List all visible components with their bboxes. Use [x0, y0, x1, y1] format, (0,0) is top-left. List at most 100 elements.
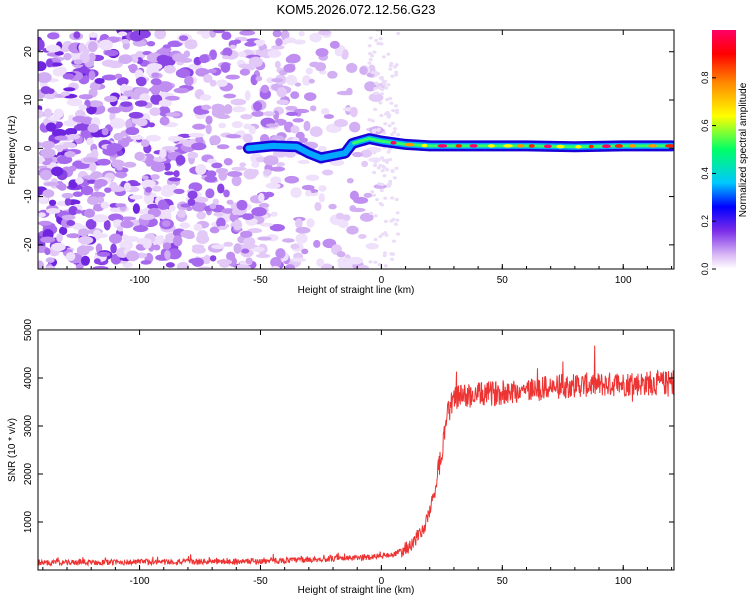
spectrogram-cell — [101, 127, 109, 136]
spectrogram-cell — [115, 203, 127, 208]
spectrogram-cell — [165, 95, 180, 101]
spectrogram-cell — [368, 260, 373, 264]
spectrogram-cell — [295, 233, 308, 244]
spectrogram-cell — [193, 223, 203, 231]
spectrogram-cell — [212, 30, 226, 34]
spectrogram-cell — [139, 213, 155, 221]
spectrogram-cell — [143, 193, 154, 205]
spectrogram-cell — [57, 155, 73, 165]
spectrogram-x-axis: -100 -50 0 50 100 — [42, 30, 673, 286]
spectrogram-cell — [390, 196, 395, 200]
signal-hotspot — [404, 142, 415, 147]
spectrogram-cell — [223, 93, 237, 99]
snr-xtick-label: 0 — [379, 576, 385, 587]
spectrogram-cell — [285, 105, 298, 111]
signal-hotspot — [487, 144, 496, 148]
spectrogram-ytick-label: -10 — [23, 189, 34, 204]
spectrogram-cell — [229, 44, 237, 50]
spectrogram-ylabel: Frequency (Hz) — [7, 116, 18, 185]
spectrogram-cell — [88, 41, 98, 53]
snr-xtick-label: -100 — [130, 576, 150, 587]
spectrogram-cell — [56, 146, 64, 153]
spectrogram-cell — [120, 85, 134, 91]
spectrogram-cell — [209, 135, 221, 146]
spectrogram-cell — [379, 114, 384, 118]
spectrogram-cell — [82, 175, 99, 180]
spectrogram-cell — [66, 220, 76, 226]
spectrogram-cell — [352, 151, 364, 158]
spectrogram-cell — [374, 81, 379, 85]
spectrogram-cell — [145, 134, 161, 142]
spectrogram-cell — [128, 63, 138, 74]
spectrogram-cell — [255, 75, 263, 82]
signal-hotspot — [614, 144, 624, 148]
spectrogram-cell — [380, 182, 385, 187]
spectrogram-cell — [66, 98, 83, 107]
spectrogram-cell — [159, 116, 170, 126]
spectrogram-cell — [72, 191, 83, 197]
spectrogram-cell — [367, 44, 372, 48]
spectrogram-cell — [176, 261, 190, 269]
spectrogram-cell — [156, 54, 171, 64]
spectrogram-cell — [394, 63, 399, 67]
spectrogram-cell — [329, 159, 345, 166]
spectrogram-cell — [231, 166, 247, 171]
spectrogram-cell — [211, 244, 226, 250]
spectrogram-cell — [250, 74, 258, 86]
spectrogram-cell — [109, 117, 126, 129]
spectrogram-cell — [363, 192, 373, 198]
spectrogram-cell — [216, 259, 232, 265]
spectrogram-cell — [379, 203, 384, 207]
spectrogram-cell — [66, 233, 81, 239]
spectrogram-cell — [109, 186, 126, 193]
spectrogram-cell — [209, 226, 220, 234]
spectrogram-cell — [45, 257, 55, 263]
colorbar-gradient — [712, 30, 736, 269]
spectrogram-cell — [150, 84, 161, 96]
spectrogram-cell — [298, 30, 305, 37]
spectrogram-cell — [122, 262, 133, 268]
spectrogram-cell — [226, 251, 236, 261]
spectrogram-cell — [68, 179, 78, 189]
spectrogram-cell — [251, 161, 260, 168]
spectrogram-cell — [386, 83, 391, 87]
spectrogram-cell — [114, 73, 123, 79]
spectrogram-cell — [116, 150, 124, 157]
spectrogram-cell — [361, 160, 369, 168]
spectrogram-cell — [75, 177, 84, 185]
spectrogram-cell — [209, 79, 217, 87]
spectrogram-cell — [38, 142, 43, 148]
spectrogram-cell — [78, 42, 86, 53]
spectrogram-cell — [240, 113, 253, 120]
spectrogram-y-axis: -20 -10 0 10 20 — [23, 46, 674, 252]
spectrogram-cell — [84, 208, 96, 218]
spectrogram-cell — [220, 62, 231, 73]
spectrogram-cell — [38, 61, 47, 72]
figure-title: KOM5.2026.072.12.56.G23 — [276, 2, 435, 17]
spectrogram-cell — [285, 111, 299, 116]
signal-hotspot — [455, 144, 463, 148]
spectrogram-cell — [172, 53, 186, 62]
colorbar-tick-label: 0.2 — [700, 215, 710, 228]
spectrogram-cell — [276, 161, 285, 167]
spectrogram-xlabel: Height of straight line (km) — [298, 285, 415, 296]
spectrogram-cell — [275, 38, 283, 47]
spectrogram-cell — [87, 123, 100, 133]
spectrogram-cell — [123, 90, 132, 96]
spectrogram-cell — [389, 101, 394, 105]
spectrogram-signal — [242, 133, 674, 164]
spectrogram-cell — [379, 156, 384, 160]
spectrogram-cell — [63, 52, 72, 61]
spectrogram-cell — [142, 238, 152, 249]
spectrogram-cell — [276, 87, 287, 98]
spectrogram-cell — [365, 242, 379, 250]
spectrogram-cell — [151, 72, 160, 78]
spectrogram-cell — [309, 32, 322, 43]
spectrogram-cell — [382, 174, 387, 178]
snr-xtick-label: 100 — [615, 576, 632, 587]
spectrogram-cell — [370, 119, 375, 123]
spectrogram-cell — [164, 171, 175, 176]
spectrogram-cell — [48, 199, 57, 206]
spectrogram-cell — [309, 126, 323, 137]
spectrogram-cell — [154, 30, 167, 40]
